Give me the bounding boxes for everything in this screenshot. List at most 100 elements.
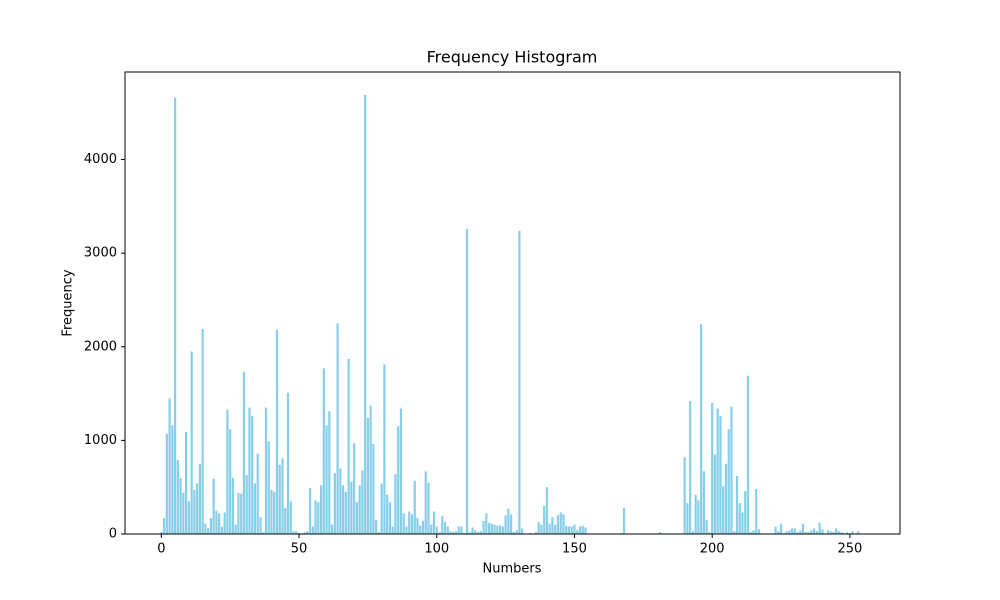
bar: [231, 477, 235, 534]
bar: [421, 520, 425, 534]
bar: [749, 532, 752, 534]
bar: [424, 471, 427, 534]
bar: [251, 416, 254, 534]
chart-title: Frequency Histogram: [427, 48, 598, 67]
bar: [215, 510, 218, 534]
bar: [441, 516, 444, 534]
bar: [716, 408, 719, 534]
y-tick-label: 3000: [84, 246, 117, 261]
bar: [501, 526, 504, 534]
bar: [482, 520, 485, 534]
bar: [353, 443, 356, 534]
bar: [551, 517, 554, 534]
x-tick-label: 200: [700, 542, 725, 557]
bar: [306, 531, 309, 534]
bar: [573, 524, 576, 534]
bar: [581, 525, 584, 534]
bar: [399, 408, 403, 534]
bar: [556, 515, 560, 534]
bar: [683, 457, 686, 534]
bar: [738, 503, 741, 534]
bar: [237, 492, 240, 534]
bar: [322, 368, 325, 534]
bar: [270, 490, 273, 534]
bar: [248, 407, 251, 534]
bar: [347, 358, 350, 534]
bar: [182, 492, 185, 534]
bar: [394, 474, 397, 534]
bar: [289, 501, 292, 534]
x-tick-label: 250: [837, 542, 862, 557]
bar: [722, 486, 725, 534]
y-tick-label: 1000: [84, 433, 117, 448]
bar: [757, 529, 761, 534]
bar: [812, 528, 816, 534]
bar: [377, 532, 381, 534]
bar: [504, 515, 507, 534]
bar: [314, 500, 317, 534]
bar: [559, 512, 562, 534]
bar: [416, 518, 419, 534]
bar: [807, 532, 810, 534]
bar: [733, 531, 736, 534]
bar: [755, 489, 758, 534]
bar: [242, 372, 246, 534]
bar: [846, 532, 849, 534]
bar: [565, 525, 568, 534]
bar: [281, 458, 284, 534]
bar: [829, 531, 832, 534]
bar: [319, 485, 323, 534]
y-axis-label: Frequency: [61, 269, 76, 336]
plot-frame: [124, 71, 901, 535]
bar: [328, 411, 331, 534]
bar: [457, 526, 460, 534]
bar: [741, 512, 744, 534]
bar: [490, 523, 493, 534]
bar: [220, 526, 224, 534]
bar: [711, 402, 714, 534]
bar: [375, 519, 378, 534]
bar: [402, 513, 405, 534]
bar: [708, 532, 711, 534]
bar: [691, 531, 695, 534]
bar: [788, 530, 791, 534]
bar: [286, 392, 290, 534]
bar: [173, 97, 177, 534]
bar: [570, 526, 573, 534]
bar: [515, 530, 518, 534]
bar: [198, 463, 201, 534]
bar: [449, 531, 452, 534]
bar: [777, 531, 780, 534]
bar: [785, 531, 788, 534]
bar: [196, 483, 199, 534]
bar: [262, 532, 265, 534]
bar: [840, 532, 843, 534]
bar: [438, 532, 441, 534]
bar: [835, 528, 838, 534]
bar: [207, 528, 210, 534]
bar: [454, 531, 458, 534]
bar: [278, 464, 281, 534]
bar: [212, 478, 215, 534]
bar: [179, 477, 182, 534]
bar: [578, 526, 582, 534]
bar: [185, 431, 188, 534]
bar: [471, 527, 474, 534]
bar: [344, 491, 347, 534]
bar: [460, 526, 463, 534]
bar: [746, 375, 750, 534]
bar: [576, 530, 579, 534]
bar: [355, 502, 358, 534]
bar: [499, 525, 502, 534]
bar: [226, 409, 229, 534]
bar: [465, 228, 469, 534]
bar: [162, 518, 166, 534]
bar: [537, 521, 540, 534]
bar: [713, 454, 717, 534]
bar: [369, 405, 372, 534]
y-tick-label: 2000: [84, 339, 117, 354]
bar: [545, 487, 549, 534]
bar: [796, 532, 799, 534]
bar: [774, 526, 777, 534]
